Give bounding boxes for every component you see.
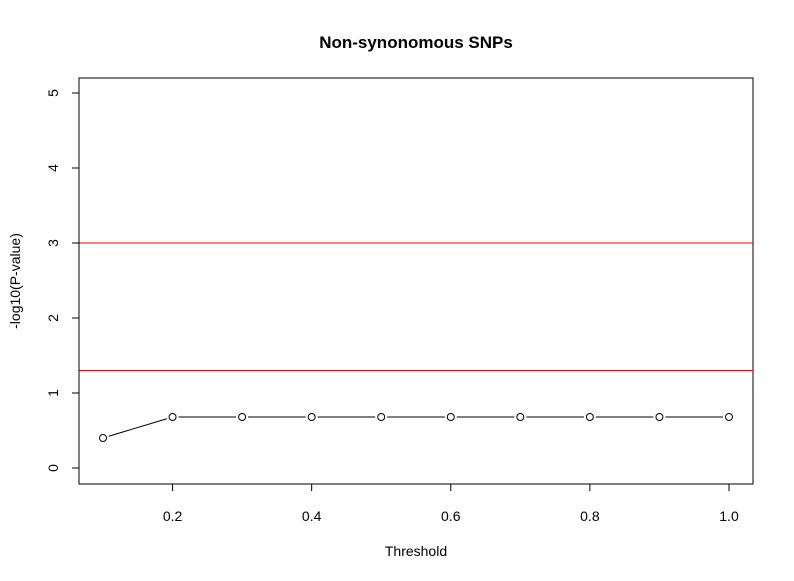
x-tick-label: 0.2 <box>163 508 183 524</box>
data-point <box>516 413 525 421</box>
data-point <box>446 413 455 421</box>
y-tick-label: 3 <box>45 239 61 247</box>
y-tick-label: 5 <box>45 89 61 97</box>
data-point <box>377 413 386 421</box>
chart-title: Non-synonomous SNPs <box>319 33 513 52</box>
x-tick-label: 0.4 <box>302 508 322 524</box>
y-tick-label: 2 <box>45 314 61 322</box>
data-series <box>99 413 733 442</box>
x-axis: 0.2 0.4 0.6 0.8 1.0 <box>163 483 739 524</box>
series-line-segment <box>108 418 167 437</box>
y-axis-label: -log10(P-value) <box>7 233 23 329</box>
data-point <box>655 413 664 421</box>
data-point <box>99 434 107 442</box>
x-tick-label: 0.8 <box>580 508 600 524</box>
plot-frame <box>78 77 754 485</box>
data-point <box>168 413 177 421</box>
data-point <box>238 413 247 421</box>
x-axis-label: Threshold <box>385 543 447 559</box>
x-tick-label: 1.0 <box>719 508 739 524</box>
data-point <box>307 413 316 421</box>
data-point <box>585 413 594 421</box>
y-tick-label: 0 <box>45 464 61 472</box>
y-tick-label: 1 <box>45 389 61 397</box>
y-axis: 0 1 2 3 4 5 <box>45 89 80 472</box>
y-tick-label: 4 <box>45 164 61 172</box>
data-point <box>725 413 733 421</box>
reference-lines <box>79 242 753 371</box>
x-tick-label: 0.6 <box>441 508 461 524</box>
